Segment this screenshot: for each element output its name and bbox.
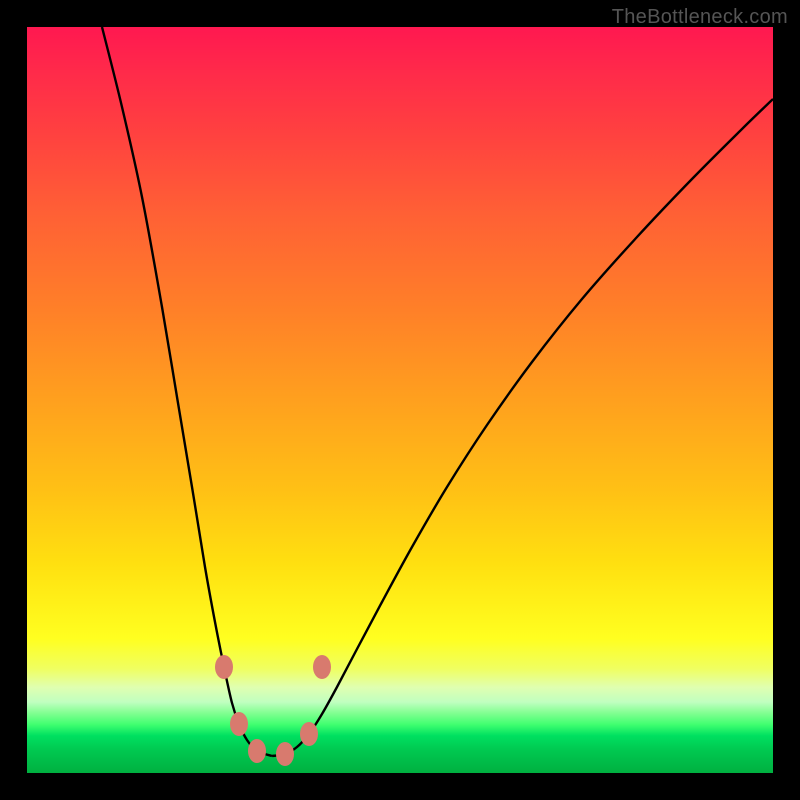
curve-markers — [215, 655, 331, 766]
curve-marker — [230, 712, 248, 736]
curve-layer — [27, 27, 773, 773]
curve-marker — [215, 655, 233, 679]
watermark-text: TheBottleneck.com — [612, 6, 788, 29]
curve-marker — [248, 739, 266, 763]
plot-area — [27, 27, 773, 773]
curve-marker — [300, 722, 318, 746]
figure-container: TheBottleneck.com — [0, 0, 800, 800]
left-curve — [102, 27, 272, 756]
curve-marker — [313, 655, 331, 679]
right-curve — [272, 99, 773, 756]
curve-marker — [276, 742, 294, 766]
